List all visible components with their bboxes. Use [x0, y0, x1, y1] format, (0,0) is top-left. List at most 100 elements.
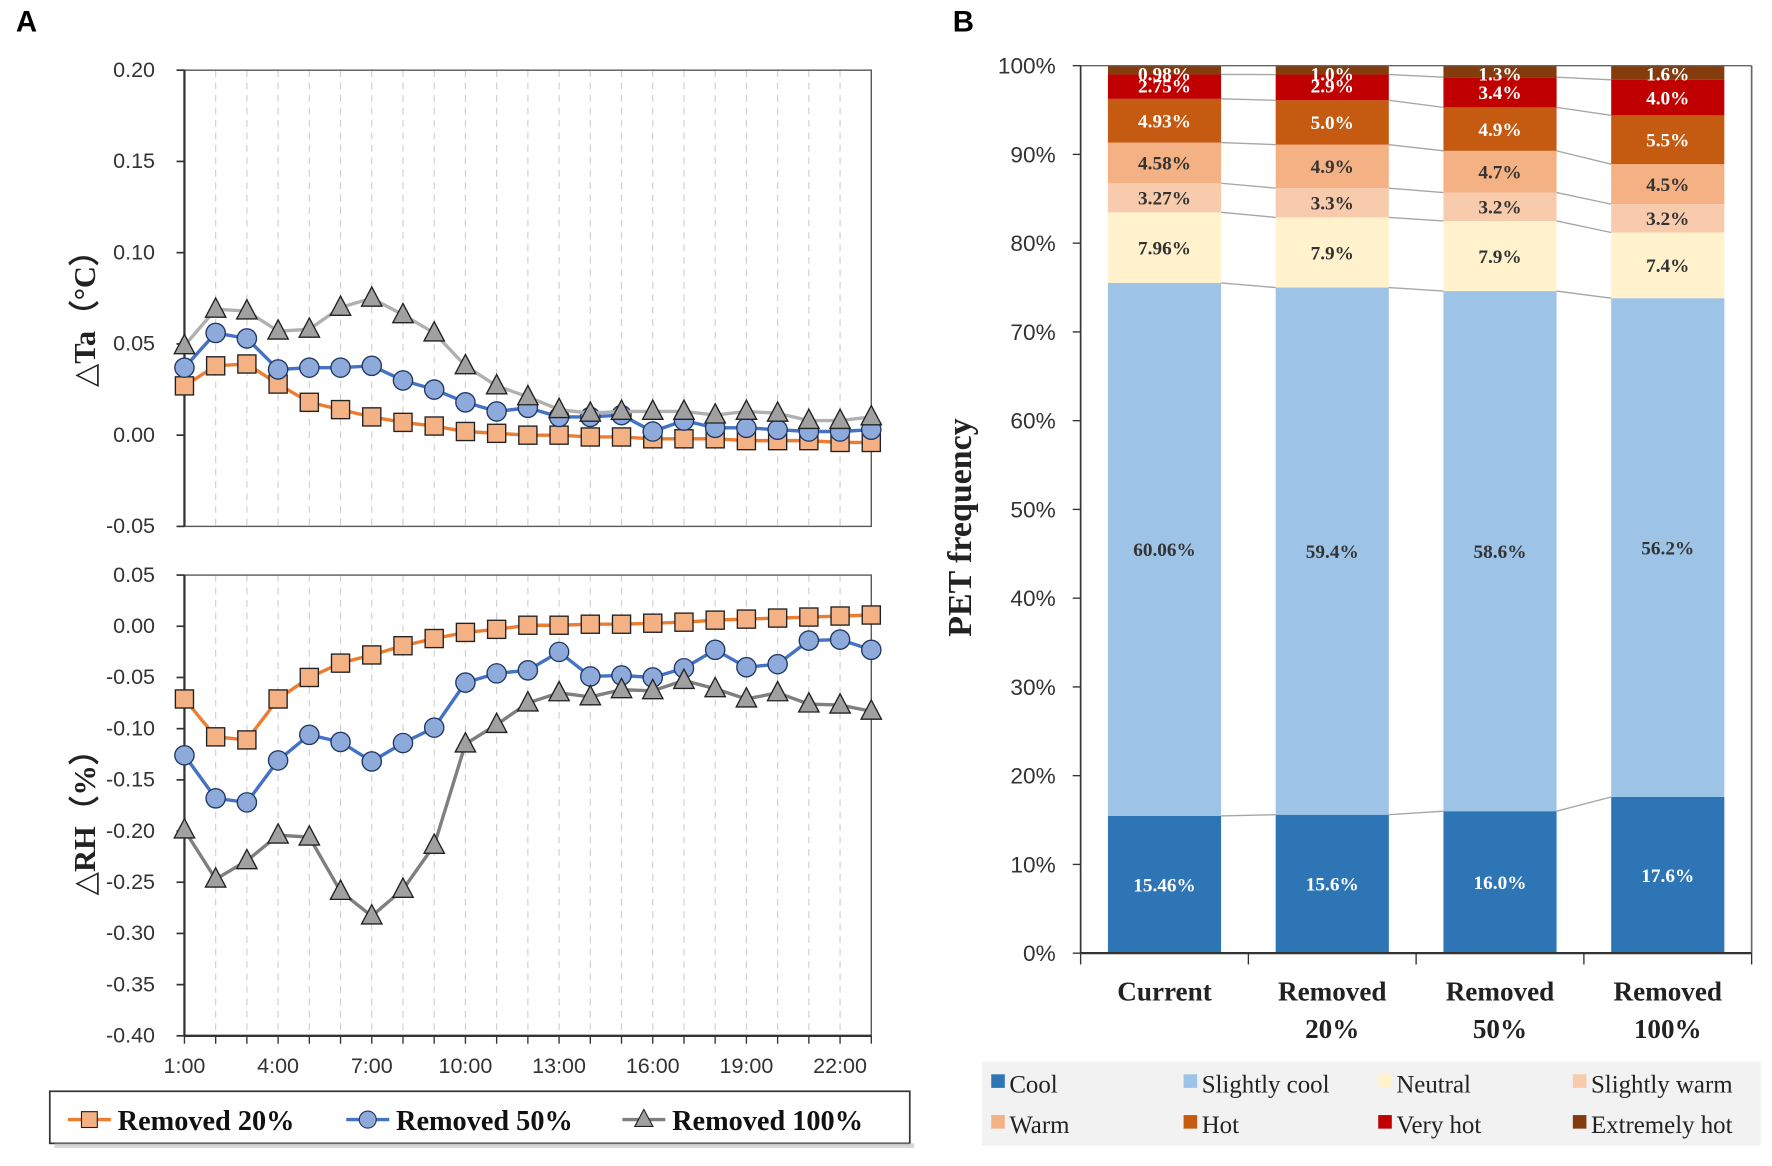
data-point: [393, 412, 413, 433]
data-point: [643, 613, 663, 633]
data-label: 60.06%: [1133, 540, 1196, 561]
bar-segment-warm: [1443, 150, 1557, 193]
data-label: 17.6%: [1641, 866, 1694, 887]
y-tick-label: 0.15: [113, 149, 155, 173]
data-label: 59.4%: [1306, 542, 1359, 563]
gridlines: [215, 70, 841, 527]
data-label: 3.2%: [1646, 209, 1689, 230]
data-label: 7.9%: [1478, 247, 1521, 268]
data-point: [454, 731, 477, 753]
legend: Removed 20% Removed 50% Removed 100%: [48, 1090, 915, 1148]
bar-segment-cool: [1275, 814, 1389, 954]
legend-label: Removed 20%: [118, 1106, 295, 1137]
data-point: [299, 357, 320, 378]
series-connector-line: [1221, 282, 1276, 289]
x-categories: Current Removed 20% Removed 50% Removed 100%: [1079, 953, 1753, 1044]
legend-label: Very hot: [1396, 1112, 1481, 1139]
data-point: [610, 398, 633, 421]
x-tick-label: 16:00: [626, 1054, 680, 1078]
series-connector-line: [1388, 73, 1444, 78]
bar-segment-slightly-warm: [1611, 204, 1725, 233]
legend-entry: Cool: [991, 1071, 1058, 1098]
panel-label-a: A: [16, 6, 37, 39]
x-category-label: 20%: [1305, 1014, 1359, 1044]
data-point: [330, 357, 351, 378]
data-point: [235, 847, 259, 870]
legend-entry: Slightly cool: [1183, 1071, 1330, 1098]
data-label: 5.5%: [1646, 131, 1689, 152]
data-point: [580, 666, 601, 687]
data-point: [266, 822, 290, 844]
data-point: [611, 614, 632, 634]
series-connector-line: [1556, 191, 1612, 205]
bars-layer: 15.46% 60.06% 7.96% 3.27% 4.58% 4.93% 2.75%0.9…: [1107, 64, 1725, 954]
series-connector-line: [1556, 106, 1612, 117]
bar-segment-very-hot: [1443, 77, 1557, 108]
data-point: [235, 298, 259, 320]
legend-swatch-icon: [1183, 1074, 1198, 1088]
y-tick-label: 0.00: [113, 423, 155, 447]
y-tick-label: 80%: [1010, 231, 1055, 256]
bar-segment-very-hot: [1107, 74, 1222, 99]
data-point: [330, 653, 351, 673]
y-tick-label: 0.05: [113, 332, 155, 356]
data-point: [548, 641, 570, 663]
data-point: [767, 419, 788, 440]
data-point: [828, 407, 852, 430]
y-tick-label: 50%: [1010, 497, 1055, 522]
data-point: [798, 630, 820, 651]
x-category-label: Removed: [1613, 977, 1722, 1007]
bar-segment-slightly-cool: [1611, 298, 1725, 797]
data-point: [361, 355, 383, 377]
data-point: [547, 396, 571, 419]
data-point: [547, 680, 571, 702]
legend-swatch-icon: [1183, 1115, 1198, 1129]
bar-segment-extremely-hot: [1275, 65, 1389, 75]
legend-entry: Extremely hot: [1572, 1112, 1733, 1139]
data-label: 0.98%: [1138, 64, 1191, 85]
bar-segment-warm: [1611, 164, 1725, 205]
data-point: [517, 659, 539, 681]
legend-swatch-icon: [1572, 1115, 1587, 1129]
data-point: [580, 614, 601, 634]
data-point: [703, 675, 727, 698]
bar-segment-neutral: [1107, 212, 1222, 283]
bar-segment-hot: [1611, 115, 1725, 165]
series-connector-line: [1221, 141, 1276, 146]
data-point: [174, 376, 195, 396]
data-point: [360, 285, 384, 307]
data-point: [578, 684, 602, 706]
data-point: [424, 416, 444, 436]
data-point: [766, 680, 789, 702]
data-point: [237, 354, 257, 374]
legend-entry: Removed 100%: [622, 1106, 863, 1137]
data-point: [205, 356, 226, 376]
data-point: [641, 398, 665, 421]
data-label: 4.93%: [1138, 112, 1191, 133]
data-point: [205, 727, 226, 747]
data-point: [799, 607, 819, 627]
data-point: [173, 332, 196, 355]
data-point: [485, 711, 508, 734]
series-removed-20-: [174, 354, 882, 453]
legend-label: Extremely hot: [1591, 1112, 1733, 1139]
data-label: 2.75%: [1138, 77, 1191, 98]
bar-segment-hot: [1107, 98, 1222, 143]
legend-label: Removed 100%: [672, 1106, 863, 1137]
data-point: [391, 876, 415, 899]
data-point: [642, 421, 664, 442]
data-label: 3.2%: [1478, 198, 1521, 219]
data-point: [266, 318, 290, 340]
data-label: 15.6%: [1306, 875, 1359, 896]
y-tick-label: -0.05: [106, 665, 155, 689]
data-point: [641, 678, 665, 700]
y-tick-label: 90%: [1010, 142, 1055, 167]
legend-swatch-icon: [1378, 1115, 1392, 1129]
bar-segment-neutral: [1275, 217, 1389, 288]
data-point: [205, 322, 226, 344]
bar-segment-slightly-cool: [1107, 282, 1222, 816]
data-point: [330, 399, 351, 420]
series-removed-20-: [174, 605, 882, 750]
y-tick-label: 20%: [1010, 764, 1055, 789]
